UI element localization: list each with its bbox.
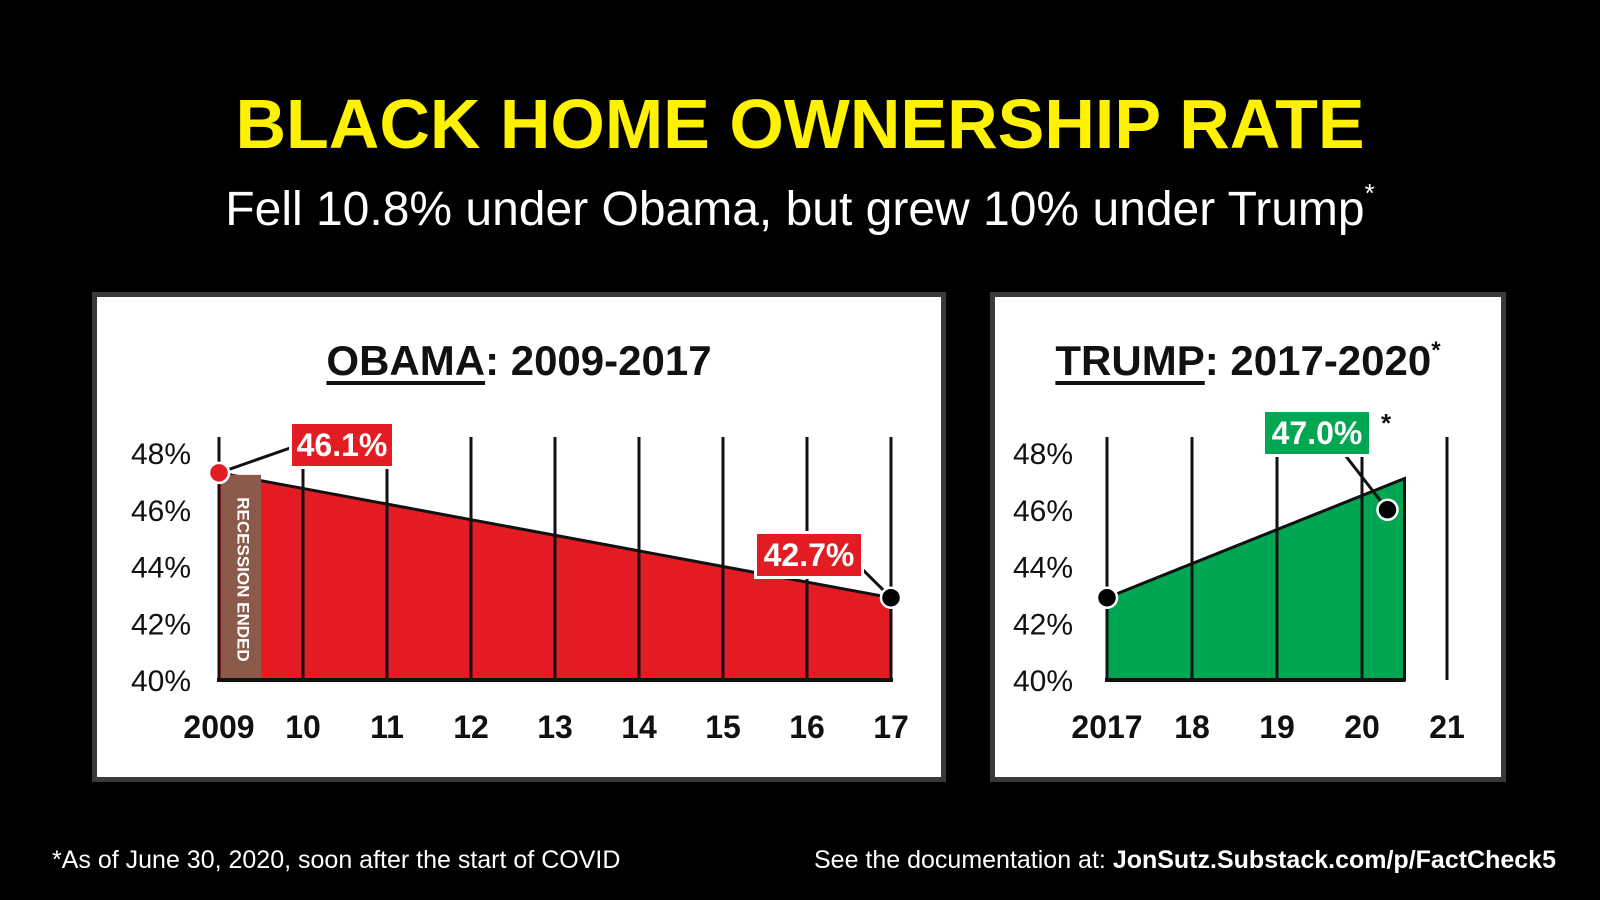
- trump-x-tick-label: 2017: [1071, 709, 1142, 745]
- obama-x-tick-label: 15: [705, 709, 741, 745]
- trump-x-tick-label: 21: [1429, 709, 1465, 745]
- obama-x-tick-label: 17: [873, 709, 909, 745]
- docs-prefix: See the documentation at:: [813, 846, 1113, 874]
- obama-chart-svg: RECESSION ENDED 2009 10 11 12 13 14 15 16 17 40% 42…: [131, 421, 909, 745]
- obama-y-tick-label: 42%: [131, 608, 191, 641]
- obama-x-tick-label: 2009: [183, 709, 254, 745]
- obama-recession-band: [221, 474, 261, 679]
- obama-end-marker: [879, 586, 903, 609]
- obama-end-label-box: [757, 534, 861, 576]
- obama-x-tick-label: 13: [537, 709, 573, 745]
- obama-title-range: : 2009-2017: [485, 337, 712, 384]
- trump-chart-panel: TRUMP: 2017-2020* 2017 18 19 20 21 40% 42% 44% 4…: [990, 292, 1506, 782]
- trump-y-tick-label: 48%: [1013, 438, 1073, 471]
- obama-recession-label: RECESSION ENDED: [234, 497, 253, 661]
- page-title: BLACK HOME OWNERSHIP RATE: [235, 85, 1365, 163]
- obama-x-tick-label: 16: [789, 709, 825, 745]
- subtitle-text: Fell 10.8% under Obama, but grew 10% und…: [225, 183, 1365, 236]
- obama-title-name: OBAMA: [326, 337, 486, 384]
- docs-link[interactable]: JonSutz.Substack.com/p/FactCheck5: [1112, 846, 1556, 874]
- obama-start-leader: [218, 445, 294, 475]
- obama-end-label-text: 42.7%: [764, 537, 855, 573]
- trump-x-tick-label: 18: [1174, 709, 1210, 745]
- trump-y-tick-label: 46%: [1013, 495, 1073, 528]
- trump-y-tick-label: 40%: [1013, 665, 1073, 698]
- trump-end-leader: [1343, 454, 1389, 511]
- trump-label-asterisk: *: [1381, 408, 1392, 438]
- trump-end-label-text: 47.0%: [1272, 415, 1363, 451]
- obama-x-tick-label: 12: [453, 709, 489, 745]
- obama-y-tick-label: 48%: [131, 438, 191, 471]
- trump-y-tick-label: 44%: [1013, 552, 1073, 585]
- trump-chart-title: TRUMP: 2017-2020*: [995, 337, 1501, 385]
- documentation-note: See the documentation at: JonSutz.Substa…: [814, 846, 1556, 875]
- trump-start-marker: [1095, 586, 1119, 609]
- trump-area: [1105, 476, 1406, 682]
- obama-y-tick-label: 44%: [131, 552, 191, 585]
- trump-title-name: TRUMP: [1055, 337, 1205, 384]
- obama-chart-panel: OBAMA: 2009-2017 RECESSION ENDED 2009 10 11…: [92, 292, 946, 782]
- footnote: *As of June 30, 2020, soon after the sta…: [52, 846, 621, 874]
- trump-end-marker: [1376, 498, 1399, 521]
- obama-chart-title: OBAMA: 2009-2017: [97, 337, 941, 385]
- obama-x-tick-label: 10: [285, 709, 321, 745]
- obama-start-marker: [207, 461, 231, 485]
- obama-y-tick-label: 46%: [131, 495, 191, 528]
- obama-start-label-box: [292, 424, 392, 466]
- subtitle-asterisk: *: [1364, 178, 1375, 208]
- trump-x-tick-label: 20: [1344, 709, 1380, 745]
- obama-x-tick-label: 11: [370, 709, 404, 745]
- obama-start-label-text: 46.1%: [297, 427, 388, 463]
- trump-chart-svg: 2017 18 19 20 21 40% 42% 44% 46% 48% 47.0% *: [1013, 408, 1465, 745]
- obama-y-tick-label: 40%: [131, 665, 191, 698]
- trump-end-label-box: [1265, 412, 1369, 454]
- trump-x-tick-label: 19: [1259, 709, 1295, 745]
- trump-title-range: : 2017-2020: [1204, 337, 1432, 384]
- trump-y-tick-label: 42%: [1013, 608, 1073, 641]
- page-subtitle: Fell 10.8% under Obama, but grew 10% und…: [0, 178, 1600, 237]
- trump-title-asterisk: *: [1431, 337, 1441, 364]
- obama-x-tick-label: 14: [621, 709, 657, 745]
